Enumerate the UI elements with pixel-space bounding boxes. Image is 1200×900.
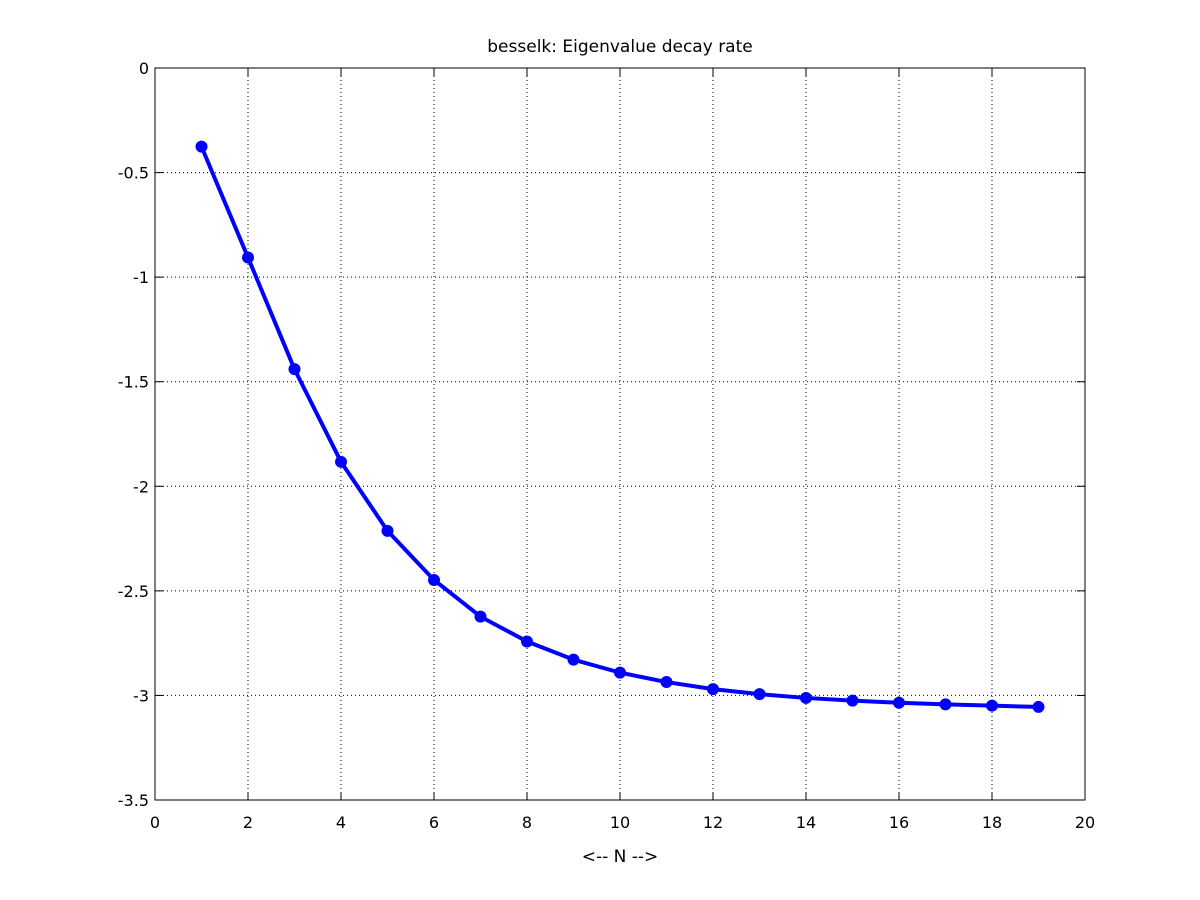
data-series [195, 140, 1045, 713]
data-point [800, 691, 812, 704]
x-tick-label: 20 [1075, 813, 1095, 832]
y-tick-label: -1.5 [118, 373, 149, 392]
x-tick-label: 2 [243, 813, 253, 832]
y-tick-label: -2 [133, 477, 149, 496]
data-point [195, 140, 208, 153]
data-point [242, 251, 254, 264]
data-point [614, 666, 626, 679]
x-tick-label: 18 [982, 813, 1002, 832]
x-tick-label: 0 [150, 813, 160, 832]
x-tick-label: 8 [522, 813, 532, 832]
x-tick-label: 6 [429, 813, 439, 832]
data-point [567, 653, 580, 666]
data-point [846, 694, 859, 707]
grid [155, 68, 1085, 800]
axis-ticks: 0 2 4 6 8 10 12 14 16 18 20 0 -0.5 -1 -1.5 -2 -2.5 -3 -3.5 [118, 59, 1095, 832]
x-tick-label: 14 [796, 813, 816, 832]
data-point [288, 363, 301, 376]
data-point [335, 455, 347, 468]
data-point [939, 698, 952, 711]
y-tick-label: -0.5 [118, 164, 149, 183]
y-tick-label: -2.5 [118, 582, 149, 601]
x-tick-label: 10 [610, 813, 630, 832]
chart-title: besselk: Eigenvalue decay rate [487, 37, 752, 57]
data-point [707, 683, 719, 696]
data-point [660, 676, 673, 689]
data-point [428, 573, 440, 586]
data-point [893, 696, 905, 709]
y-tick-label: 0 [139, 59, 149, 78]
data-point [381, 524, 394, 537]
x-tick-label: 16 [889, 813, 909, 832]
data-point [986, 699, 998, 712]
data-point [521, 635, 533, 648]
y-tick-label: -3 [133, 686, 149, 705]
data-point [474, 610, 487, 623]
y-tick-label: -3.5 [118, 791, 149, 810]
data-point [753, 688, 766, 701]
x-axis-label: <-- N --> [582, 847, 659, 867]
data-point [1032, 700, 1045, 713]
x-tick-label: 12 [703, 813, 723, 832]
y-tick-label: -1 [133, 268, 149, 287]
x-tick-label: 4 [336, 813, 346, 832]
